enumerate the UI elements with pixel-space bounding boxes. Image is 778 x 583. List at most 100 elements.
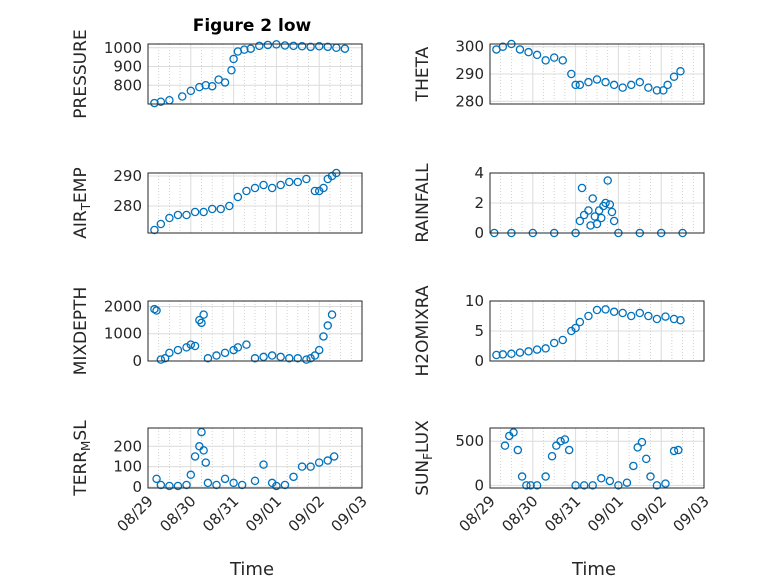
- data-point: [150, 304, 159, 314]
- data-point: [229, 345, 238, 355]
- data-point: [199, 310, 208, 319]
- data-point: [186, 340, 196, 349]
- data-point: [152, 306, 161, 315]
- data-point: [267, 351, 277, 360]
- data-point: [190, 207, 200, 217]
- data-point: [584, 77, 593, 87]
- data-point: [302, 355, 311, 364]
- x-tick-label: 08/31: [541, 492, 584, 535]
- y-axis-label-text: TERR: [71, 451, 91, 497]
- data-point: [564, 445, 574, 455]
- x-tick-label: 09/03: [670, 492, 713, 535]
- data-point: [597, 474, 606, 483]
- data-point: [498, 350, 508, 359]
- data-point: [156, 97, 166, 107]
- data-point: [242, 340, 251, 349]
- data-point: [661, 479, 670, 488]
- data-point: [263, 40, 273, 50]
- data-point: [629, 461, 638, 471]
- data-point: [588, 194, 597, 203]
- subplot-7: 0 100 200 TERRMSL 08/29 08/30 08/31 09/01 09/02 0…: [71, 420, 371, 536]
- data-point: [646, 472, 655, 481]
- data-point: [302, 174, 311, 184]
- data-point: [314, 42, 324, 51]
- data-point: [156, 219, 166, 229]
- data-point: [150, 225, 159, 235]
- axes-box: [147, 427, 363, 489]
- x-tick-label: 09/01: [242, 492, 285, 535]
- data-point: [605, 476, 615, 486]
- data-point: [609, 216, 619, 226]
- data-point: [229, 54, 238, 64]
- data-point: [676, 315, 685, 325]
- data-point: [560, 435, 570, 444]
- axes-box: [489, 427, 705, 489]
- data-point: [280, 480, 290, 490]
- data-point: [186, 470, 196, 480]
- y-tick-label: 280: [113, 197, 142, 215]
- data-point: [190, 452, 200, 461]
- data-point: [592, 75, 602, 84]
- data-point: [515, 45, 525, 54]
- data-point: [173, 481, 183, 491]
- y-axis-label-text: RAINFALL: [413, 163, 433, 243]
- data-point: [289, 41, 298, 51]
- data-point: [676, 67, 685, 76]
- data-point: [250, 476, 260, 486]
- data-point: [310, 351, 320, 360]
- y-axis-label-text: THETA: [413, 46, 433, 102]
- data-point: [594, 206, 604, 215]
- x-tick-label: 08/31: [199, 492, 242, 535]
- data-point: [633, 443, 642, 452]
- data-point: [635, 308, 645, 318]
- data-point: [609, 80, 619, 90]
- axes-box: [489, 43, 705, 105]
- data-point: [588, 481, 597, 490]
- data-point: [547, 451, 557, 461]
- y-axis-label-text: MIXDEPTH: [71, 287, 91, 376]
- y-axis-label-text: PRESSURE: [71, 29, 91, 118]
- y-axis-label-subscript: F: [421, 453, 435, 460]
- data-point: [541, 344, 550, 353]
- data-point: [571, 323, 580, 333]
- data-point: [607, 207, 617, 217]
- data-point: [201, 81, 211, 90]
- data-point: [177, 92, 187, 101]
- subplot-3: 280 290 AIRTEMP: [71, 167, 363, 239]
- y-tick-label: 500: [455, 432, 484, 450]
- data-point: [652, 481, 662, 490]
- data-point: [605, 200, 615, 209]
- x-tick-label: 09/02: [627, 492, 670, 535]
- data-point: [242, 186, 251, 196]
- data-point: [156, 355, 166, 364]
- y-tick-label: 280: [455, 92, 484, 110]
- data-point: [618, 83, 627, 92]
- y-axis-label-subscript: T: [79, 202, 93, 211]
- data-point: [507, 349, 516, 359]
- y-axis-label-text: LUX: [413, 420, 433, 453]
- data-point: [323, 42, 333, 52]
- data-point: [584, 311, 593, 321]
- data-point: [601, 198, 610, 208]
- y-axis-label-text: H2OMIXRA: [413, 285, 433, 376]
- data-point: [513, 445, 523, 455]
- data-point: [197, 318, 206, 328]
- data-point: [267, 183, 277, 193]
- y-axis-label: TERRMSL: [71, 420, 93, 497]
- data-point: [609, 307, 619, 317]
- data-point: [203, 354, 213, 363]
- y-axis-label-text: EMP: [71, 167, 91, 203]
- data-point: [212, 351, 221, 360]
- data-point: [674, 445, 683, 455]
- data-point: [644, 311, 653, 321]
- x-tick-label: 09/03: [328, 492, 371, 535]
- data-point: [297, 42, 307, 51]
- data-point: [201, 458, 211, 467]
- subplot-4: 0 2 4 RAINFALL: [413, 163, 705, 243]
- data-point: [319, 332, 328, 341]
- data-point: [284, 177, 294, 187]
- data-point: [310, 186, 320, 196]
- y-tick-label: 2000: [104, 297, 142, 315]
- data-point: [571, 481, 580, 490]
